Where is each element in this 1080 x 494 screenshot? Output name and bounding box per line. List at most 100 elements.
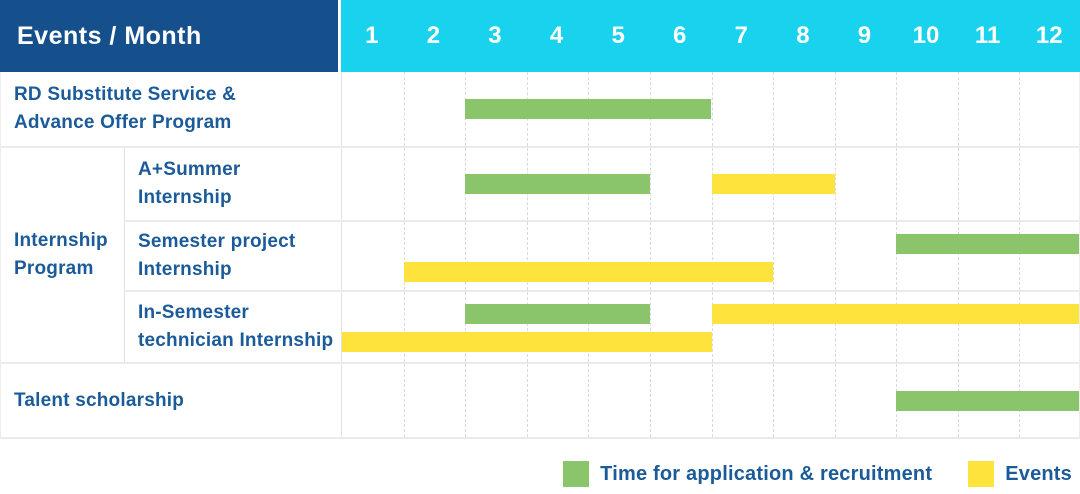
- month-gridline: [403, 364, 405, 437]
- gantt-bar-event: [403, 262, 774, 282]
- gantt-bar-recruitment: [465, 174, 650, 194]
- month-gridline: [1019, 292, 1021, 362]
- month-header-cell: 12: [1035, 22, 1063, 49]
- gantt-bar-recruitment: [896, 390, 1079, 411]
- row-label-semester-project: Semester project Internship: [125, 222, 342, 290]
- table-header-row: Events / Month 1 2 3 4 5 6 7 8 9 10 11 12: [0, 0, 1080, 72]
- month-gridline: [957, 72, 959, 146]
- legend-item-recruitment: Time for application & recruitment: [563, 461, 932, 487]
- month-gridline: [588, 222, 590, 290]
- month-header-cell: 8: [796, 22, 810, 49]
- row-label-line: A+Summer: [138, 159, 241, 180]
- legend-label: Events: [1005, 462, 1072, 485]
- gantt-table-body: RD Substitute Service & Advance Offer Pr…: [0, 72, 1080, 439]
- month-header-cell: 3: [488, 22, 502, 49]
- row-label-rd-substitute: RD Substitute Service & Advance Offer Pr…: [1, 72, 342, 146]
- group-label-line: Internship: [14, 230, 108, 251]
- month-gridline: [526, 292, 528, 362]
- month-gridline: [649, 222, 651, 290]
- timeline-cell: [342, 364, 1079, 437]
- month-gridline: [896, 72, 898, 146]
- legend-item-events: Events: [968, 461, 1072, 487]
- month-gridline: [896, 148, 898, 220]
- month-gridline: [1019, 148, 1021, 220]
- row-label-line: In-Semester: [138, 302, 249, 323]
- gantt-bar-event: [342, 332, 712, 352]
- month-gridline: [711, 72, 713, 146]
- month-gridline: [1019, 72, 1021, 146]
- group-label-line: Program: [14, 258, 94, 279]
- legend-label: Time for application & recruitment: [600, 462, 933, 485]
- legend: Time for application & recruitment Event…: [563, 461, 1072, 487]
- internship-program-group: Internship Program A+Summer Internship S…: [1, 148, 1079, 364]
- timeline-cell: [342, 222, 1079, 290]
- month-gridline: [465, 292, 467, 362]
- month-gridline: [896, 222, 898, 290]
- green-swatch-icon: [563, 461, 590, 487]
- month-gridline: [465, 222, 467, 290]
- month-header-cell: 7: [734, 22, 748, 49]
- row-label-line: Semester project: [138, 231, 296, 252]
- row-label-line: RD Substitute Service &: [14, 84, 237, 105]
- group-label-internship-program: Internship Program: [1, 148, 125, 362]
- month-header-cell: 9: [857, 22, 872, 49]
- gantt-bar-event: [711, 174, 835, 194]
- group-subrows: A+Summer Internship Semester project Int…: [125, 148, 1079, 362]
- month-gridline: [403, 72, 405, 146]
- month-gridline: [526, 222, 528, 290]
- month-gridline: [711, 292, 713, 362]
- month-gridline: [834, 222, 836, 290]
- row-label-line: Advance Offer Program: [14, 112, 232, 133]
- month-gridline: [896, 292, 898, 362]
- timeline-cell: [342, 148, 1079, 220]
- gantt-bar-event: [711, 304, 1079, 324]
- row-label-talent-scholarship: Talent scholarship: [1, 364, 342, 437]
- month-gridline: [526, 364, 528, 437]
- month-gridline: [711, 364, 713, 437]
- month-gridline: [649, 364, 651, 437]
- month-gridline: [403, 292, 405, 362]
- table-row: A+Summer Internship: [125, 148, 1079, 222]
- month-header-cell: 6: [673, 22, 687, 49]
- month-gridline: [588, 292, 590, 362]
- table-row: In-Semester technician Internship: [125, 292, 1079, 362]
- month-gridline: [711, 222, 713, 290]
- month-gridline: [773, 222, 775, 290]
- month-gridline: [649, 148, 651, 220]
- gantt-bar-recruitment: [465, 99, 712, 119]
- row-label-line: technician Internship: [138, 330, 334, 351]
- month-gridline: [465, 364, 467, 437]
- row-label-a-plus-summer: A+Summer Internship: [125, 148, 342, 220]
- header-title-cell: Events / Month: [0, 0, 338, 72]
- month-gridline: [403, 148, 405, 220]
- month-gridline: [773, 364, 775, 437]
- month-gridline: [834, 292, 836, 362]
- month-gridline: [957, 222, 959, 290]
- month-gridline: [773, 72, 775, 146]
- month-header-strip: 1 2 3 4 5 6 7 8 9 10 11 12: [341, 0, 1080, 72]
- month-gridline: [957, 292, 959, 362]
- timeline-cell: [342, 292, 1079, 362]
- row-label-line: Internship: [138, 187, 232, 208]
- table-row: Semester project Internship: [125, 222, 1079, 292]
- month-header-cell: 5: [611, 22, 625, 49]
- month-gridline: [1019, 222, 1021, 290]
- table-row: RD Substitute Service & Advance Offer Pr…: [1, 72, 1079, 148]
- month-gridline: [588, 364, 590, 437]
- row-label-line: Talent scholarship: [14, 389, 185, 411]
- gantt-bar-recruitment: [896, 234, 1079, 254]
- gantt-bar-recruitment: [465, 304, 650, 324]
- month-header-cell: 11: [974, 22, 1001, 49]
- month-header-cell: 2: [426, 22, 441, 49]
- month-gridline: [834, 148, 836, 220]
- row-label-in-semester-technician: In-Semester technician Internship: [125, 292, 342, 362]
- table-row: Talent scholarship: [1, 364, 1079, 439]
- month-gridline: [649, 292, 651, 362]
- month-header-cell: 4: [549, 22, 564, 49]
- timeline-cell: [342, 72, 1079, 146]
- row-label-line: Internship: [138, 259, 232, 280]
- month-gridline: [403, 222, 405, 290]
- month-gridline: [834, 72, 836, 146]
- yellow-swatch-icon: [968, 461, 995, 487]
